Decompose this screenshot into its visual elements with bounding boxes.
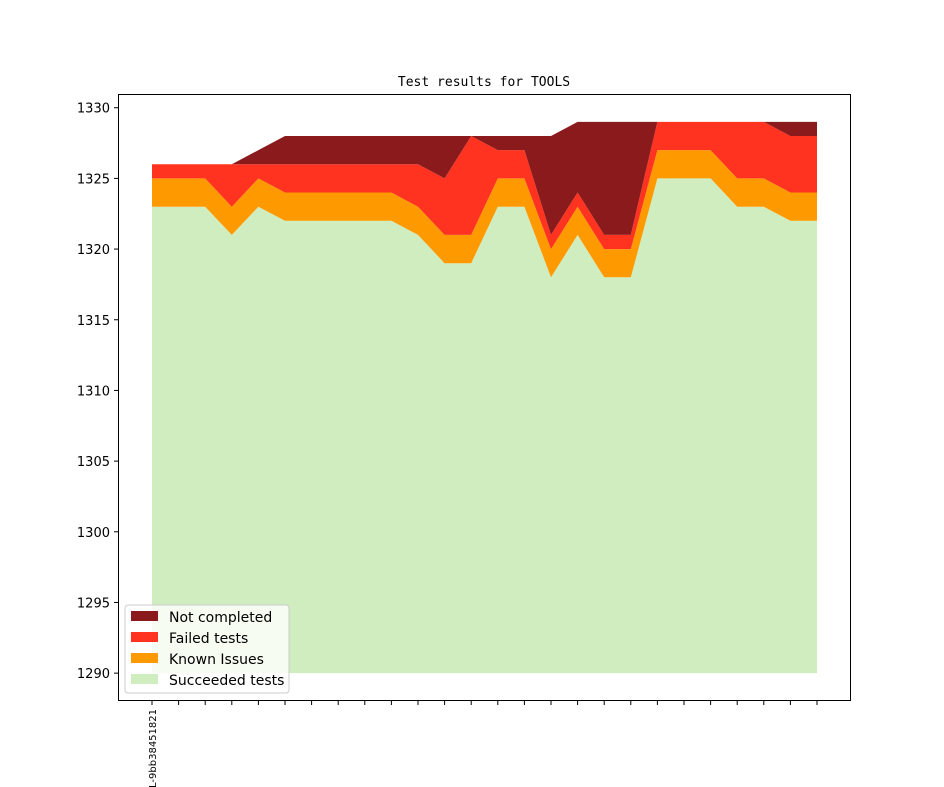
y-tick-label: 1320: [77, 243, 110, 258]
legend-swatch: [131, 653, 158, 663]
x-axis: L-9bb38451821: [148, 701, 818, 787]
x-tick-label: L-9bb38451821: [148, 709, 159, 787]
legend-swatch: [131, 632, 158, 642]
area-not-completed: [152, 121, 817, 235]
legend-label: Known Issues: [169, 652, 264, 668]
area-failed-tests: [152, 121, 817, 250]
y-tick-label: 1310: [77, 384, 110, 399]
plot-frame: [118, 94, 851, 701]
y-tick-label: 1315: [77, 314, 110, 329]
chart-title: Test results for TOOLS: [398, 75, 570, 90]
legend-swatch: [131, 674, 158, 684]
y-axis: 1290 1295 1300 1305 1310 1315 1320 1325 1330: [77, 102, 118, 682]
legend-label: Not completed: [169, 610, 272, 626]
y-tick-label: 1330: [77, 102, 110, 117]
y-tick-label: 1305: [77, 455, 110, 470]
legend-label: Succeeded tests: [169, 673, 284, 689]
y-tick-label: 1325: [77, 172, 110, 187]
y-tick-label: 1295: [77, 596, 110, 611]
area-known-issues: [152, 150, 817, 278]
legend-box: [124, 604, 290, 694]
y-tick-label: 1290: [77, 667, 110, 682]
legend-swatch: [131, 611, 158, 621]
legend: Not completed Failed tests Known Issues Suc…: [124, 604, 290, 694]
area-succeeded-tests: [152, 178, 817, 674]
areas: [152, 121, 817, 674]
legend-label: Failed tests: [169, 631, 248, 647]
y-tick-label: 1300: [77, 526, 110, 541]
